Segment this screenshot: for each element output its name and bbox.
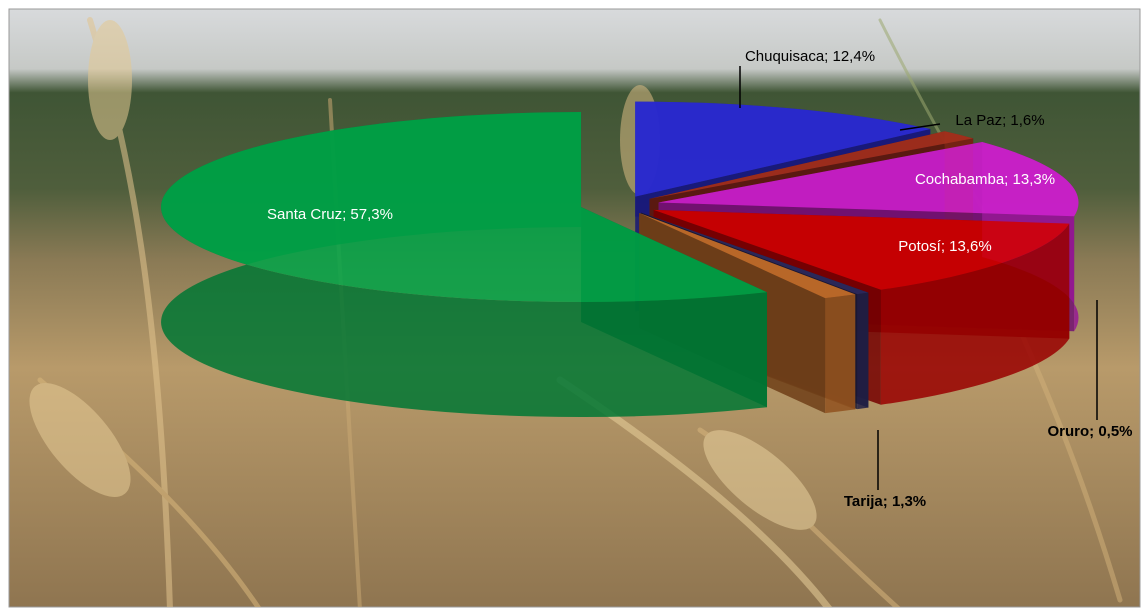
label-separator: ; <box>883 493 892 510</box>
category-name: Potosí <box>898 238 941 255</box>
data-label: Chuquisaca; 12,4% <box>745 48 875 65</box>
slice <box>649 131 974 199</box>
label-separator: ; <box>941 238 949 255</box>
value-label: 1,3% <box>892 493 926 510</box>
category-name: Tarija <box>844 493 884 510</box>
data-labels: Chuquisaca; 12,4% La Paz; 1,6% Cochabamba;… <box>267 48 1132 510</box>
category-name: Cochabamba <box>915 171 1005 188</box>
data-label: Santa Cruz; 57,3% <box>267 206 393 223</box>
slice-side <box>825 294 856 414</box>
data-label: Oruro; 0,5% <box>1047 423 1132 440</box>
value-label: 12,4% <box>833 48 876 65</box>
label-separator: ; <box>342 206 350 223</box>
data-label: Cochabamba; 13,3% <box>915 171 1055 188</box>
value-label: 1,6% <box>1010 112 1044 129</box>
data-label: Tarija; 1,3% <box>844 493 926 510</box>
category-name: La Paz <box>955 112 1002 129</box>
label-separator: ; <box>1002 112 1010 129</box>
value-label: 13,3% <box>1013 171 1056 188</box>
data-label: Potosí; 13,6% <box>898 238 991 255</box>
slice <box>635 101 931 197</box>
data-label: La Paz; 1,6% <box>955 112 1044 129</box>
category-name: Santa Cruz <box>267 206 342 223</box>
slice-side <box>880 223 1070 405</box>
category-name: Chuquisaca <box>745 48 825 65</box>
label-separator: ; <box>1004 171 1012 188</box>
label-separator: ; <box>1089 423 1098 440</box>
value-label: 57,3% <box>350 206 393 223</box>
slice <box>653 209 1070 290</box>
slice <box>161 112 768 303</box>
value-label: 13,6% <box>949 238 992 255</box>
label-separator: ; <box>824 48 832 65</box>
slice-tops <box>161 101 1079 303</box>
category-name: Oruro <box>1047 423 1089 440</box>
slice <box>641 212 869 295</box>
value-label: 0,5% <box>1098 423 1132 440</box>
slice-side <box>857 292 869 410</box>
slice <box>639 212 856 299</box>
slice <box>658 142 1079 217</box>
leader-line <box>899 123 941 131</box>
